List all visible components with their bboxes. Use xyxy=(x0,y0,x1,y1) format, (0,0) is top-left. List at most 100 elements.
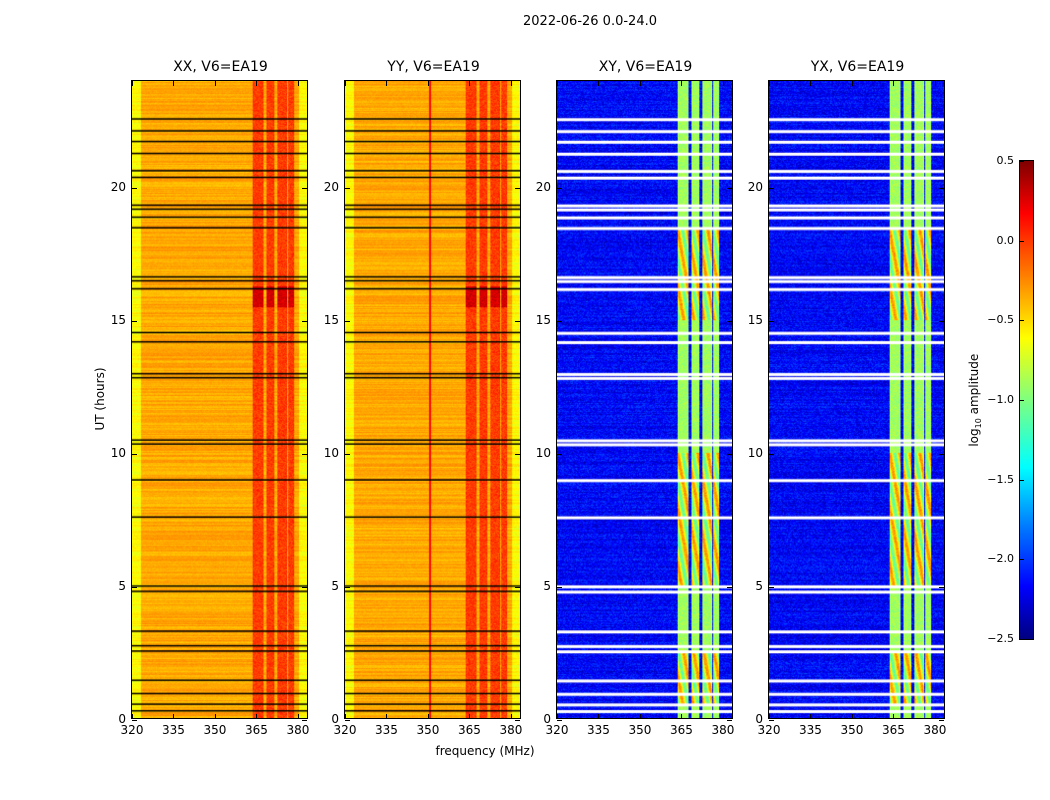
x-tick-mark xyxy=(510,714,512,719)
x-tick-label: 350 xyxy=(416,723,440,737)
colorbar-tick-mark xyxy=(1020,320,1024,322)
x-tick-mark xyxy=(598,81,600,86)
x-tick-mark xyxy=(427,81,429,86)
y-tick-mark xyxy=(769,720,774,721)
y-tick-mark xyxy=(345,586,350,588)
y-tick-mark xyxy=(939,187,944,189)
y-tick-mark xyxy=(557,453,562,455)
y-tick-mark xyxy=(302,320,307,322)
colorbar-tick-label: −1.0 xyxy=(987,393,1014,406)
y-tick-mark xyxy=(345,720,350,721)
y-tick-label: 10 xyxy=(535,445,551,460)
x-tick-label: 380 xyxy=(711,723,735,737)
y-tick-mark xyxy=(132,720,137,721)
x-tick-label: 320 xyxy=(757,723,781,737)
y-tick-label: 15 xyxy=(110,312,126,327)
colorbar-label: log10 amplitude xyxy=(966,353,984,447)
x-tick-label: 335 xyxy=(587,723,610,737)
x-tick-mark xyxy=(810,81,812,86)
panel-title: YY, V6=EA19 xyxy=(387,59,480,75)
x-tick-label: 350 xyxy=(203,723,227,737)
x-tick-mark xyxy=(386,81,388,86)
y-tick-label: 15 xyxy=(323,312,339,327)
heatmap-image xyxy=(132,81,307,718)
y-tick-mark xyxy=(939,320,944,322)
x-tick-mark xyxy=(598,714,600,719)
panel-title: XY, V6=EA19 xyxy=(598,59,693,75)
heatmap-panel-2: XY, V6=EA19 320 335 350 365 380 0 5 10 15 20 xyxy=(536,59,735,737)
x-tick-mark xyxy=(934,714,936,719)
y-tick-mark xyxy=(769,187,774,189)
colorbar-tick-mark xyxy=(1020,240,1024,242)
y-tick-label: 20 xyxy=(747,179,763,194)
x-tick-mark xyxy=(345,81,346,86)
y-tick-mark xyxy=(302,453,307,455)
colorbar-tick-mark xyxy=(1020,559,1024,561)
y-tick-mark xyxy=(515,720,520,721)
y-tick-label: 5 xyxy=(755,578,763,593)
y-tick-mark xyxy=(302,720,307,721)
y-tick-label: 20 xyxy=(110,179,126,194)
x-tick-label: 365 xyxy=(458,723,481,737)
x-tick-mark xyxy=(722,714,724,719)
y-tick-mark xyxy=(345,187,350,189)
x-tick-mark xyxy=(893,81,895,86)
colorbar-tick-mark xyxy=(1020,479,1024,481)
x-tick-label: 365 xyxy=(882,723,905,737)
x-tick-mark xyxy=(639,81,641,86)
x-tick-label: 350 xyxy=(840,723,864,737)
y-tick-mark xyxy=(557,586,562,588)
x-tick-mark xyxy=(132,714,133,719)
y-tick-label: 5 xyxy=(118,578,126,593)
x-tick-mark xyxy=(893,714,895,719)
y-tick-mark xyxy=(132,187,137,189)
x-tick-label: 320 xyxy=(120,723,144,737)
y-tick-mark xyxy=(515,320,520,322)
x-tick-mark xyxy=(256,714,258,719)
x-axis-label: frequency (MHz) xyxy=(435,744,535,758)
colorbar-tick-label: −1.5 xyxy=(987,472,1014,486)
x-tick-label: 335 xyxy=(375,723,398,737)
y-tick-mark xyxy=(345,453,350,455)
y-tick-mark xyxy=(132,453,137,455)
heatmap-panel-0: XX, V6=EA19 320 335 350 365 380 0 5 10 15 20 xyxy=(111,59,310,737)
x-tick-mark xyxy=(345,714,346,719)
heatmap-panel-1: YY, V6=EA19 320 335 350 365 380 0 5 10 15 20 xyxy=(324,59,523,737)
figure-title: 2022-06-26 0.0-24.0 xyxy=(523,14,657,29)
y-tick-label: 5 xyxy=(331,578,339,593)
y-tick-mark xyxy=(515,187,520,189)
y-tick-label: 10 xyxy=(323,445,339,460)
x-tick-mark xyxy=(297,81,299,86)
colorbar-tick-label: −2.0 xyxy=(987,552,1014,566)
x-tick-mark xyxy=(173,81,175,86)
y-tick-mark xyxy=(515,453,520,455)
heatmap-image xyxy=(769,81,944,718)
y-tick-label: 20 xyxy=(323,179,339,194)
x-tick-mark xyxy=(557,81,558,86)
y-tick-label: 0 xyxy=(118,712,126,726)
heatmap-panel-3: YX, V6=EA19 320 335 350 365 380 0 5 10 15 20 xyxy=(748,59,947,737)
x-tick-mark xyxy=(173,714,175,719)
colorbar-tick-mark xyxy=(1020,639,1024,640)
x-tick-label: 320 xyxy=(333,723,357,737)
colorbar-tick-label: 0.5 xyxy=(996,154,1015,167)
y-tick-mark xyxy=(939,720,944,721)
x-tick-mark xyxy=(851,714,853,719)
y-tick-label: 10 xyxy=(747,445,763,460)
x-tick-label: 335 xyxy=(162,723,185,737)
x-tick-mark xyxy=(810,714,812,719)
y-tick-label: 0 xyxy=(755,712,763,726)
x-tick-label: 335 xyxy=(799,723,822,737)
y-tick-mark xyxy=(727,720,732,721)
x-tick-mark xyxy=(681,714,683,719)
y-tick-mark xyxy=(302,586,307,588)
x-tick-mark xyxy=(510,81,512,86)
x-tick-mark xyxy=(132,81,133,86)
y-tick-mark xyxy=(132,586,137,588)
heatmap-image xyxy=(345,81,520,718)
x-tick-mark xyxy=(722,81,724,86)
colorbar-tick-label: −0.5 xyxy=(987,313,1014,327)
x-tick-mark xyxy=(214,81,216,86)
colorbar-tick-label: −2.5 xyxy=(987,632,1014,645)
x-tick-mark xyxy=(769,81,770,86)
